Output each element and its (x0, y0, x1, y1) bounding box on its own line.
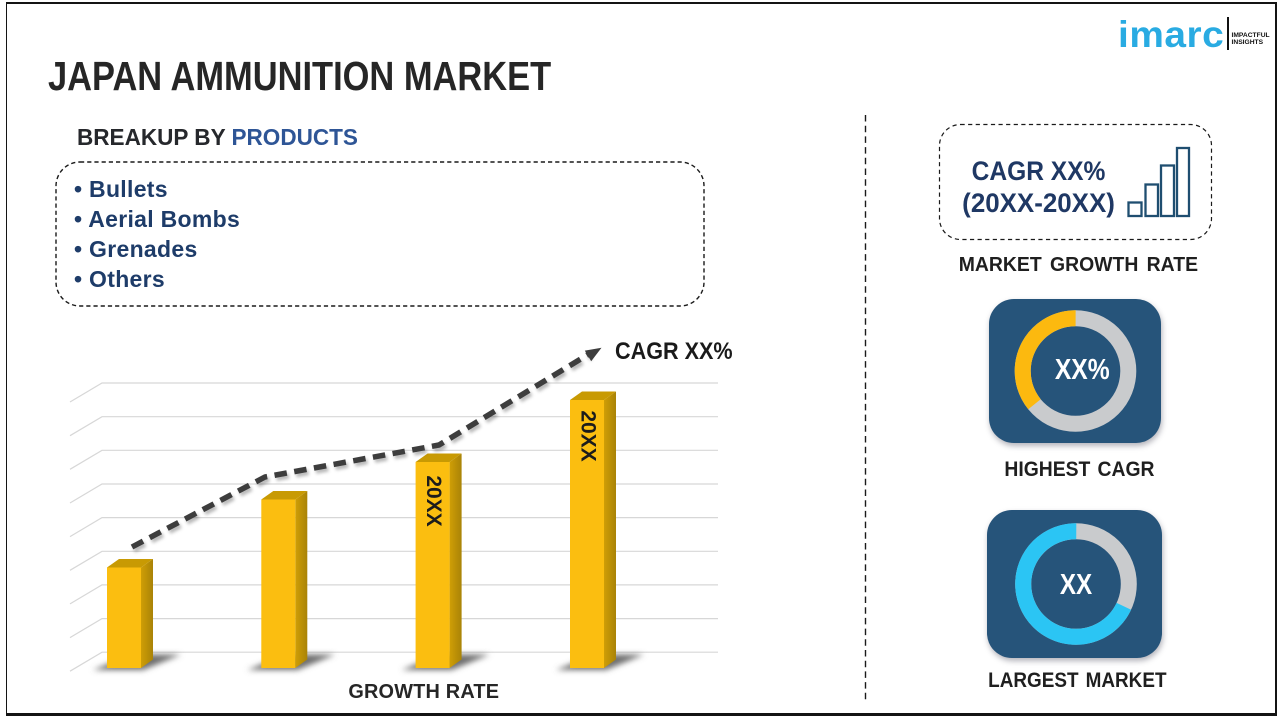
svg-text:20XX: 20XX (422, 475, 445, 526)
svg-text:20XX: 20XX (577, 410, 600, 461)
